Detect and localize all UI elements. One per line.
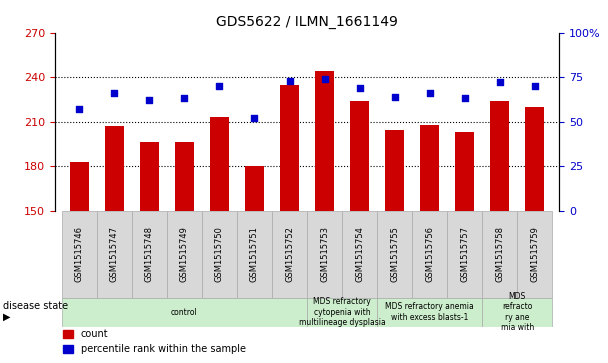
Point [495,79,505,85]
FancyBboxPatch shape [517,211,552,298]
Text: GSM1515751: GSM1515751 [250,226,259,282]
Point [145,97,154,103]
Bar [245,166,264,211]
Text: GSM1515748: GSM1515748 [145,226,154,282]
FancyBboxPatch shape [62,298,307,327]
FancyBboxPatch shape [377,211,412,298]
Point [285,78,294,83]
FancyBboxPatch shape [377,298,482,327]
FancyBboxPatch shape [132,211,167,298]
Bar [525,107,545,211]
Bar [490,101,510,211]
Point [109,90,119,96]
FancyBboxPatch shape [272,211,307,298]
Point [530,83,540,89]
Point [460,95,469,101]
Text: GSM1515757: GSM1515757 [460,226,469,282]
FancyBboxPatch shape [342,211,377,298]
FancyBboxPatch shape [167,211,202,298]
Text: GSM1515756: GSM1515756 [425,226,434,282]
Text: GSM1515753: GSM1515753 [320,226,329,282]
Text: GSM1515755: GSM1515755 [390,226,399,282]
Text: disease state: disease state [3,301,68,311]
Text: MDS refractory anemia
with excess blasts-1: MDS refractory anemia with excess blasts… [385,302,474,322]
FancyBboxPatch shape [412,211,447,298]
Bar [385,131,404,211]
Point [215,83,224,89]
FancyBboxPatch shape [202,211,237,298]
Bar [350,101,369,211]
Point [179,95,189,101]
Text: GSM1515759: GSM1515759 [530,226,539,282]
Bar [105,126,124,211]
FancyBboxPatch shape [482,211,517,298]
FancyBboxPatch shape [447,211,482,298]
Point [320,76,330,82]
FancyBboxPatch shape [482,298,552,327]
Text: MDS refractory
cytopenia with
multilineage dysplasia: MDS refractory cytopenia with multilinea… [299,297,385,327]
Text: ▶: ▶ [3,311,10,322]
Point [74,106,84,112]
FancyBboxPatch shape [237,211,272,298]
Bar [420,125,440,211]
FancyBboxPatch shape [97,211,132,298]
Point [390,94,399,99]
Text: GSM1515754: GSM1515754 [355,226,364,282]
FancyBboxPatch shape [307,211,342,298]
Text: GSM1515758: GSM1515758 [496,226,504,282]
FancyBboxPatch shape [62,211,97,298]
Text: GSM1515749: GSM1515749 [180,226,189,282]
FancyBboxPatch shape [307,298,377,327]
Text: GSM1515750: GSM1515750 [215,226,224,282]
Text: GSM1515752: GSM1515752 [285,226,294,282]
Point [425,90,435,96]
Bar [174,142,194,211]
Bar [315,71,334,211]
Bar [140,142,159,211]
Bar [280,85,299,211]
Bar [455,132,474,211]
Bar [210,117,229,211]
Text: control: control [171,308,198,317]
Title: GDS5622 / ILMN_1661149: GDS5622 / ILMN_1661149 [216,15,398,29]
Text: GSM1515746: GSM1515746 [75,226,84,282]
Bar [69,162,89,211]
Text: GSM1515747: GSM1515747 [110,226,119,282]
Legend: count, percentile rank within the sample: count, percentile rank within the sample [60,326,250,358]
Text: MDS
refracto
ry ane
mia with: MDS refracto ry ane mia with [500,292,534,332]
Point [354,85,364,91]
Point [250,115,260,121]
